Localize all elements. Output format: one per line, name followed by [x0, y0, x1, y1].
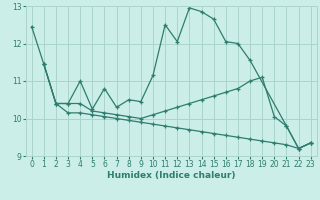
X-axis label: Humidex (Indice chaleur): Humidex (Indice chaleur) — [107, 171, 236, 180]
